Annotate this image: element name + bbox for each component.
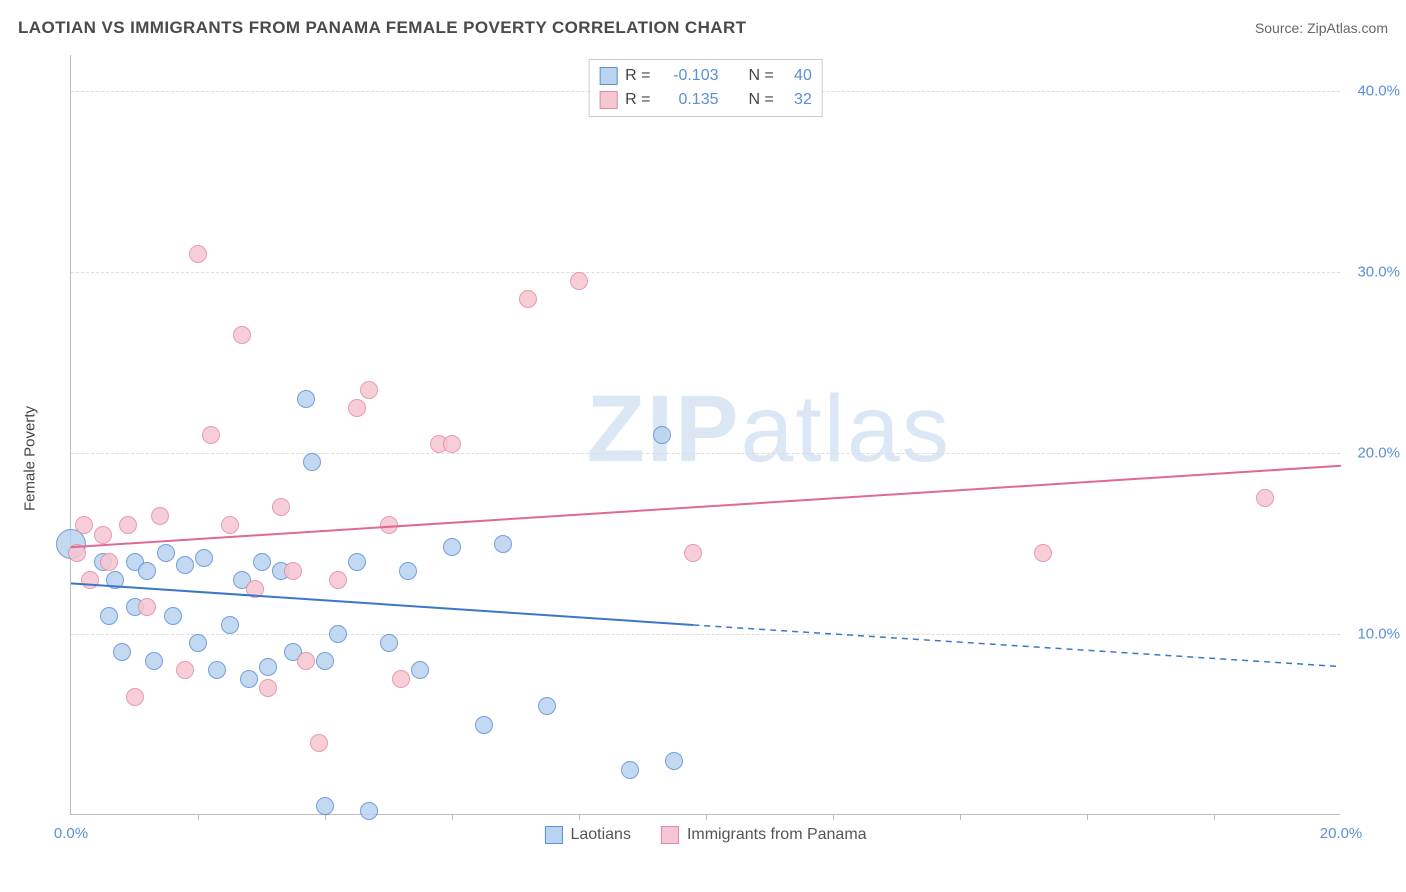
x-tick [579, 814, 580, 820]
header: LAOTIAN VS IMMIGRANTS FROM PANAMA FEMALE… [18, 18, 1388, 38]
source-label: Source: ZipAtlas.com [1255, 20, 1388, 36]
trend-lines-svg [71, 55, 1340, 814]
legend-swatch [599, 91, 617, 109]
x-tick [833, 814, 834, 820]
legend-swatch [599, 67, 617, 85]
legend-swatch [661, 826, 679, 844]
correlation-legend-row: R = -0.103 N = 40 [599, 64, 812, 88]
y-tick-label: 30.0% [1357, 264, 1400, 281]
source-link[interactable]: ZipAtlas.com [1307, 20, 1388, 36]
series-legend-label: Laotians [570, 826, 631, 844]
correlation-legend-row: R = 0.135 N = 32 [599, 88, 812, 112]
y-tick-label: 10.0% [1357, 626, 1400, 643]
legend-r-label: R = [625, 64, 650, 88]
trend-line-laotians [71, 583, 693, 625]
legend-swatch [544, 826, 562, 844]
chart-container: Female Poverty ZIPatlas R =-0.103N =40R … [40, 55, 1390, 845]
y-tick-label: 40.0% [1357, 83, 1400, 100]
correlation-legend: R = -0.103 N = 40 R = 0.135 N = 32 [588, 59, 823, 117]
series-legend: Laotians Immigrants from Panama [544, 826, 866, 844]
x-tick [198, 814, 199, 820]
y-tick-label: 20.0% [1357, 445, 1400, 462]
x-tick [1087, 814, 1088, 820]
x-tick [1214, 814, 1215, 820]
trend-line-laotians-dashed [693, 625, 1341, 667]
legend-n-value: 40 [782, 64, 812, 88]
legend-n-value: 32 [782, 88, 812, 112]
x-tick-label: 0.0% [54, 825, 88, 842]
series-legend-item: Laotians [544, 826, 631, 844]
source-prefix: Source: [1255, 20, 1303, 36]
legend-r-value: -0.103 [659, 64, 719, 88]
x-tick [706, 814, 707, 820]
x-tick [452, 814, 453, 820]
plot-area: ZIPatlas R =-0.103N =40R =0.135N =32 Lao… [70, 55, 1340, 815]
y-axis-label: Female Poverty [22, 406, 39, 511]
legend-n-label: N = [749, 64, 774, 88]
x-tick-label: 20.0% [1320, 825, 1363, 842]
series-legend-item: Immigrants from Panama [661, 826, 867, 844]
legend-n-label: N = [749, 88, 774, 112]
x-tick [960, 814, 961, 820]
legend-r-label: R = [625, 88, 650, 112]
series-legend-label: Immigrants from Panama [687, 826, 867, 844]
trend-line-panama [71, 466, 1341, 547]
legend-r-value: 0.135 [659, 88, 719, 112]
chart-title: LAOTIAN VS IMMIGRANTS FROM PANAMA FEMALE… [18, 18, 746, 38]
